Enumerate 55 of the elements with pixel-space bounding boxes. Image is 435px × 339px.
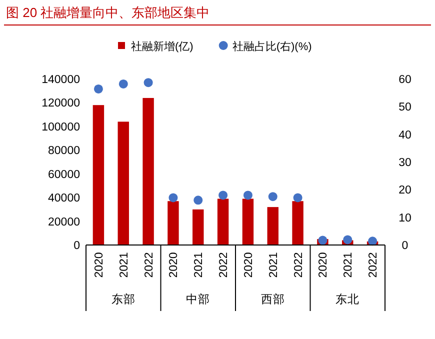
x-tick-label: 2021 <box>118 252 130 278</box>
legend-label: 社融新增(亿) <box>131 40 194 53</box>
y2-tick-label: 10 <box>398 212 412 224</box>
chart-title: 图 20 社融增量向中、东部地区集中 <box>6 5 210 20</box>
point <box>243 190 252 200</box>
x-tick-label: 2022 <box>368 252 380 278</box>
bar <box>267 207 278 245</box>
point <box>144 78 153 88</box>
x-tick-label: 2022 <box>292 252 305 278</box>
x-tick-label: 2020 <box>93 252 106 278</box>
point <box>293 193 302 202</box>
text: 西部 <box>260 292 285 306</box>
point <box>94 84 103 94</box>
point <box>343 235 352 244</box>
y2-tick-label: 0 <box>402 240 408 252</box>
point <box>368 236 378 246</box>
y-tick-label: 80000 <box>48 145 80 158</box>
point <box>118 79 128 88</box>
bar <box>217 198 229 245</box>
point <box>218 190 228 200</box>
x-tick-label: 2021 <box>193 252 206 278</box>
bar <box>292 201 304 245</box>
point <box>194 196 203 205</box>
bar <box>118 122 129 245</box>
y2-tick-label: 20 <box>398 184 412 197</box>
x-tick-label: 2020 <box>318 252 330 278</box>
y-tick-label: 120000 <box>42 98 80 110</box>
y-tick-label: 40000 <box>48 192 80 205</box>
bar <box>168 201 179 245</box>
y-tick-label: 140000 <box>42 74 80 86</box>
point <box>268 192 278 202</box>
y-tick-label: 0 <box>74 240 80 252</box>
y-tick-label: 60000 <box>48 168 80 181</box>
bar <box>242 198 254 245</box>
x-tick-label: 2021 <box>268 252 280 278</box>
text: 中部 <box>186 292 210 306</box>
y2-tick-label: 60 <box>398 74 412 86</box>
y-tick-label: 100000 <box>42 121 80 134</box>
x-tick-label: 2021 <box>342 252 355 278</box>
x-tick-label: 2020 <box>242 252 255 278</box>
point <box>168 193 178 202</box>
x-tick-label: 2022 <box>143 252 156 278</box>
text: 东北 <box>336 292 360 306</box>
bar <box>92 105 104 245</box>
text: 东部 <box>111 292 136 306</box>
point <box>318 236 328 245</box>
x-tick-label: 2020 <box>168 252 180 278</box>
y2-tick-label: 40 <box>398 129 412 142</box>
legend-label: 社融占比(右)(%) <box>232 40 312 53</box>
bar <box>142 98 154 245</box>
y-tick-label: 20000 <box>48 216 80 228</box>
y2-tick-label: 50 <box>398 102 412 114</box>
x-tick-label: 2022 <box>218 252 230 278</box>
y2-tick-label: 30 <box>398 157 412 169</box>
bar <box>192 209 204 245</box>
